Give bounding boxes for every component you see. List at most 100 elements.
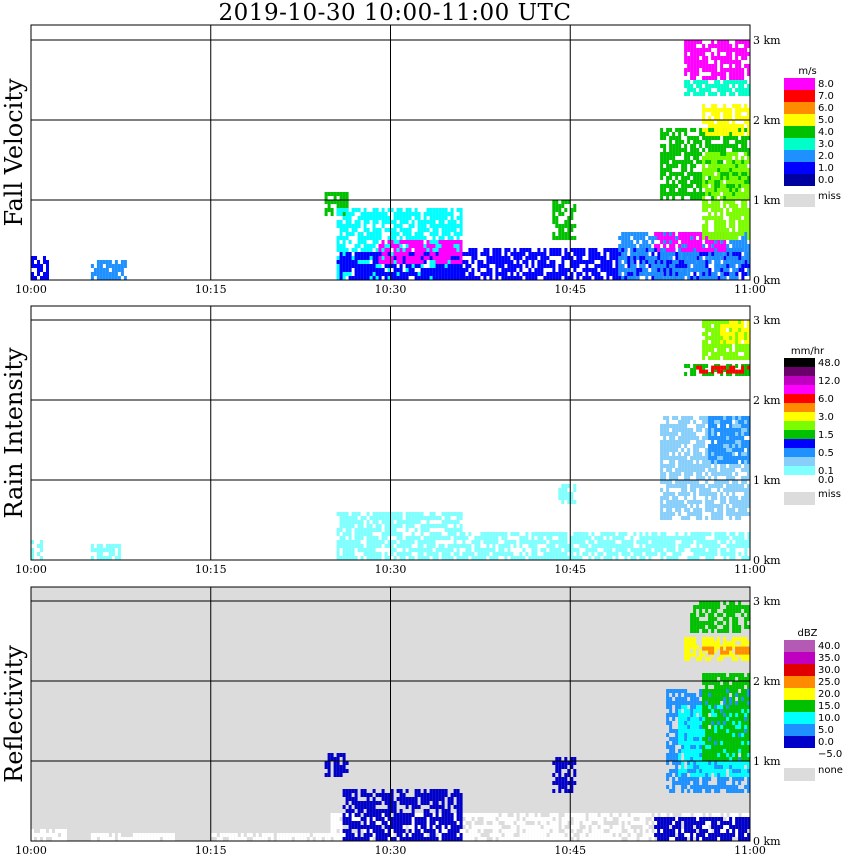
data-cell <box>693 48 697 52</box>
data-cell <box>387 276 391 280</box>
data-cell <box>672 252 676 256</box>
data-cell <box>555 216 559 220</box>
data-cell <box>738 232 742 236</box>
data-cell <box>93 548 97 552</box>
data-cell <box>726 444 730 448</box>
data-cell <box>507 540 511 544</box>
data-cell <box>630 544 634 548</box>
data-cell <box>747 544 751 548</box>
data-cell <box>399 216 403 220</box>
data-cell <box>711 416 715 420</box>
data-cell <box>735 500 739 504</box>
data-cell <box>447 260 451 264</box>
data-cell <box>519 268 523 272</box>
data-cell <box>702 112 706 116</box>
data-cell <box>369 236 373 240</box>
data-cell <box>660 272 664 276</box>
data-cell <box>408 228 412 232</box>
data-cell <box>342 224 346 228</box>
data-cell <box>666 176 670 180</box>
data-cell <box>441 264 445 268</box>
data-cell <box>381 512 385 516</box>
data-cell <box>570 256 574 260</box>
data-cell <box>663 472 667 476</box>
data-cell <box>678 548 682 552</box>
data-cell <box>111 548 115 552</box>
data-cell <box>735 256 739 260</box>
data-cell <box>612 532 616 536</box>
data-cell <box>447 252 451 256</box>
data-cell <box>93 833 97 837</box>
data-cell <box>678 232 682 236</box>
data-cell <box>585 536 589 540</box>
data-cell <box>345 540 349 544</box>
data-cell <box>423 276 427 280</box>
data-cell <box>348 532 352 536</box>
data-cell <box>387 240 391 244</box>
data-cell <box>438 264 442 268</box>
data-cell <box>690 256 694 260</box>
data-cell <box>43 260 46 264</box>
data-cell <box>624 244 628 248</box>
data-cell <box>729 365 733 370</box>
data-cell <box>699 428 703 432</box>
data-cell <box>708 556 712 560</box>
data-cell <box>564 488 568 492</box>
data-cell <box>747 344 751 348</box>
data-cell <box>708 240 712 244</box>
data-cell <box>363 236 367 240</box>
data-cell <box>714 132 718 136</box>
data-cell <box>61 837 64 841</box>
data-cell <box>351 512 355 516</box>
data-cell <box>705 56 709 60</box>
data-cell <box>40 264 43 268</box>
data-cell <box>747 320 750 324</box>
data-cell <box>435 276 439 280</box>
data-cell <box>510 540 514 544</box>
data-cell <box>708 68 712 72</box>
data-cell <box>363 548 367 552</box>
data-cell <box>537 540 541 544</box>
data-cell <box>741 192 745 196</box>
data-cell <box>735 420 739 424</box>
data-cell <box>495 252 499 256</box>
data-cell <box>705 252 709 256</box>
data-cell <box>663 168 667 172</box>
data-cell <box>603 540 607 544</box>
data-cell <box>720 244 724 248</box>
data-cell <box>684 40 688 44</box>
data-cell <box>741 544 745 548</box>
data-cell <box>345 264 349 268</box>
data-cell <box>37 837 40 841</box>
data-cell <box>663 244 667 248</box>
data-cell <box>708 176 712 180</box>
data-cell <box>690 72 694 76</box>
data-cell <box>660 160 664 164</box>
data-cell <box>564 556 568 560</box>
data-cell <box>393 212 397 216</box>
data-cell <box>426 556 430 560</box>
data-cell <box>675 536 679 540</box>
data-cell <box>633 552 637 556</box>
data-cell <box>336 192 340 196</box>
data-cell <box>381 532 385 536</box>
data-cell <box>726 448 730 452</box>
data-cell <box>354 220 358 224</box>
data-cell <box>354 276 358 280</box>
data-cell <box>534 544 538 548</box>
data-cell <box>696 248 700 252</box>
data-cell <box>747 512 751 516</box>
data-cell <box>414 260 418 264</box>
data-cell <box>363 260 367 264</box>
data-cell <box>528 268 532 272</box>
data-cell <box>708 492 712 496</box>
data-cell <box>660 432 664 436</box>
data-cell <box>666 240 670 244</box>
data-cell <box>357 220 361 224</box>
data-region-6 <box>708 416 751 464</box>
data-cell <box>726 168 730 172</box>
data-cell <box>567 216 571 220</box>
data-cell <box>474 540 478 544</box>
data-cell <box>717 428 721 432</box>
data-cell <box>393 256 397 260</box>
